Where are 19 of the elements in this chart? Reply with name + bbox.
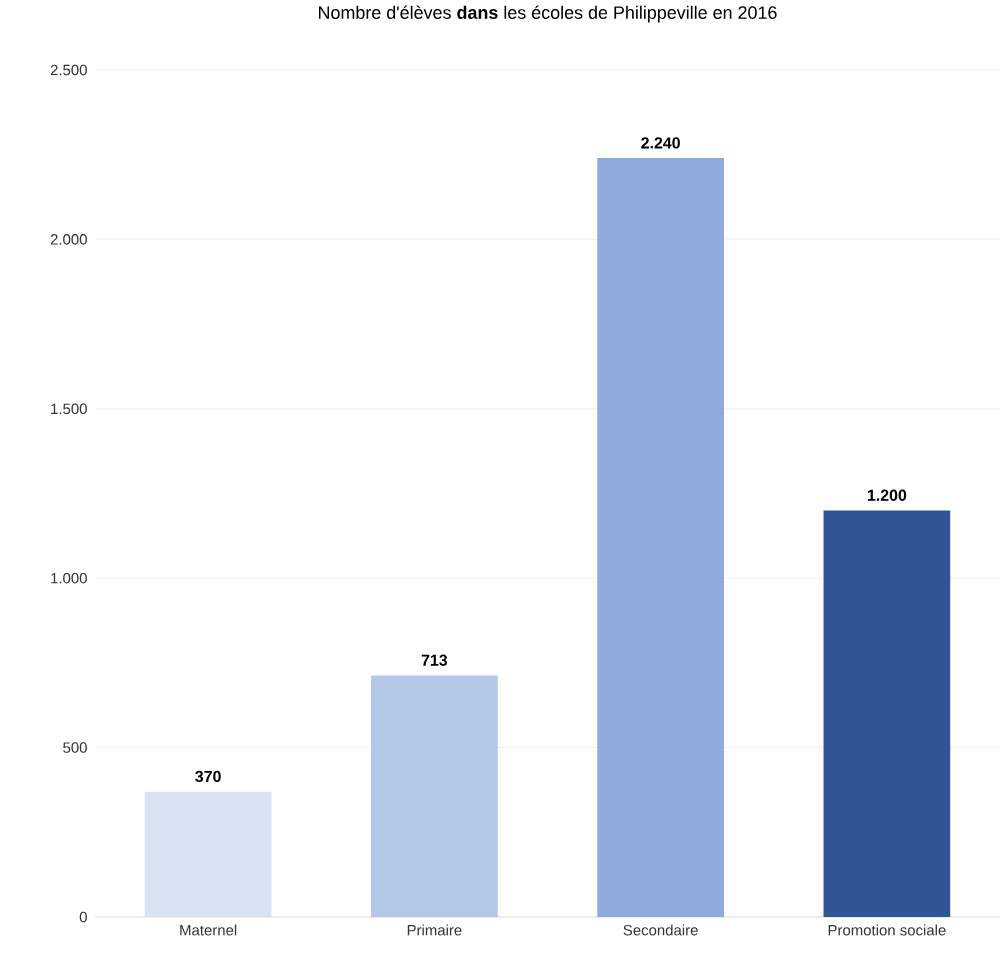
y-tick-label: 2.000 (50, 234, 87, 245)
y-tick-label: 0 (79, 911, 87, 923)
y-tick-label: 500 (63, 742, 87, 753)
y-tick-label: 1.500 (51, 403, 87, 415)
x-tick-label: Primaire (407, 924, 462, 936)
y-tick-label: 2.500 (50, 64, 87, 76)
x-tick-label: Maternel (180, 924, 237, 936)
bar (597, 158, 724, 917)
bar (371, 675, 498, 917)
x-tick-label: Secondaire (623, 924, 698, 936)
data-label: 713 (421, 654, 448, 666)
chart-title: Nombre d'élèves dans les écoles de Philippeville en 2016 (318, 5, 777, 23)
bar (144, 791, 272, 917)
bar (823, 510, 951, 917)
data-label: 370 (195, 770, 221, 783)
x-tick-label: Promotion sociale (828, 924, 946, 936)
data-label: 1.200 (867, 489, 907, 501)
data-label: 2.240 (641, 137, 680, 149)
y-tick-label: 1.000 (51, 572, 87, 584)
